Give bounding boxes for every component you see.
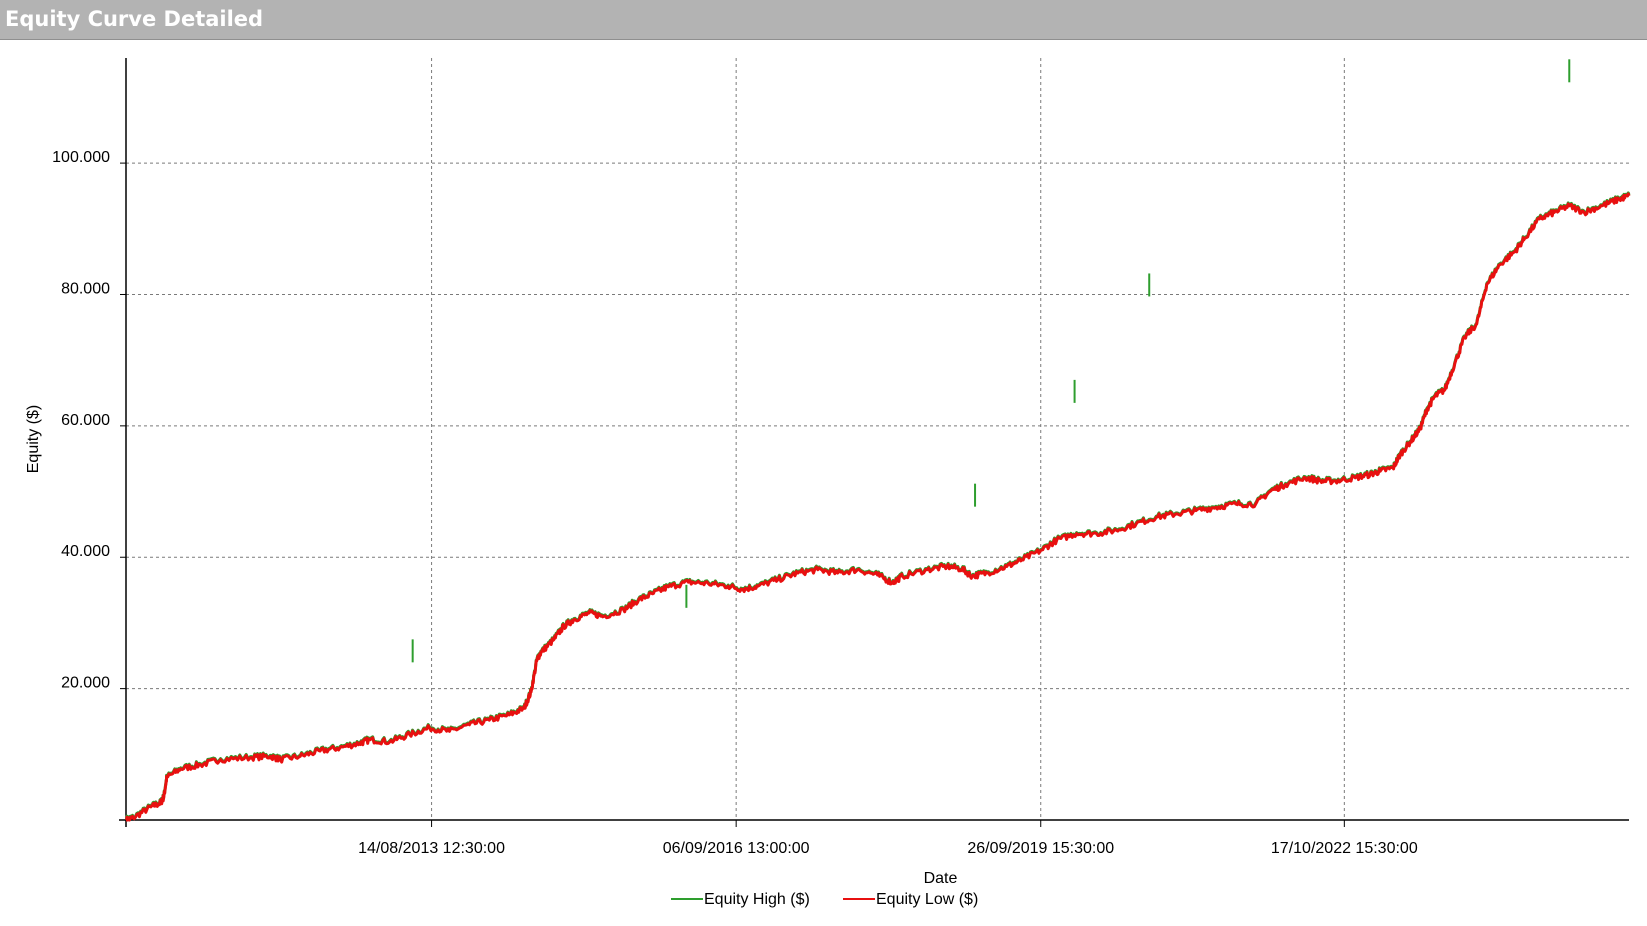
x-tick-label: 06/09/2016 13:00:00 xyxy=(663,840,810,857)
x-tick-label: 26/09/2019 15:30:00 xyxy=(967,840,1114,857)
y-tick-label: 100.000 xyxy=(52,149,110,166)
x-tick-label: 17/10/2022 15:30:00 xyxy=(1271,840,1418,857)
equity-low-line xyxy=(125,192,1631,822)
x-tick-label: 14/08/2013 12:30:00 xyxy=(358,840,505,857)
window-title: Equity Curve Detailed xyxy=(5,7,264,31)
equity-chart: 20.000 40.000 60.000 80.000 100.000 14/08/201… xyxy=(25,58,1631,908)
x-axis-title: Date xyxy=(924,870,958,887)
legend-label-equity-high: Equity High ($) xyxy=(704,891,810,908)
legend-label-equity-low: Equity Low ($) xyxy=(876,891,978,908)
window-title-bar: Equity Curve Detailed xyxy=(0,0,1647,40)
y-tick-label: 40.000 xyxy=(61,543,110,560)
y-tick-label: 60.000 xyxy=(61,412,110,429)
equity-high-line xyxy=(125,191,1631,821)
y-tick-label: 80.000 xyxy=(61,280,110,297)
y-axis-title: Equity ($) xyxy=(25,405,42,473)
y-tick-label: 20.000 xyxy=(61,675,110,692)
